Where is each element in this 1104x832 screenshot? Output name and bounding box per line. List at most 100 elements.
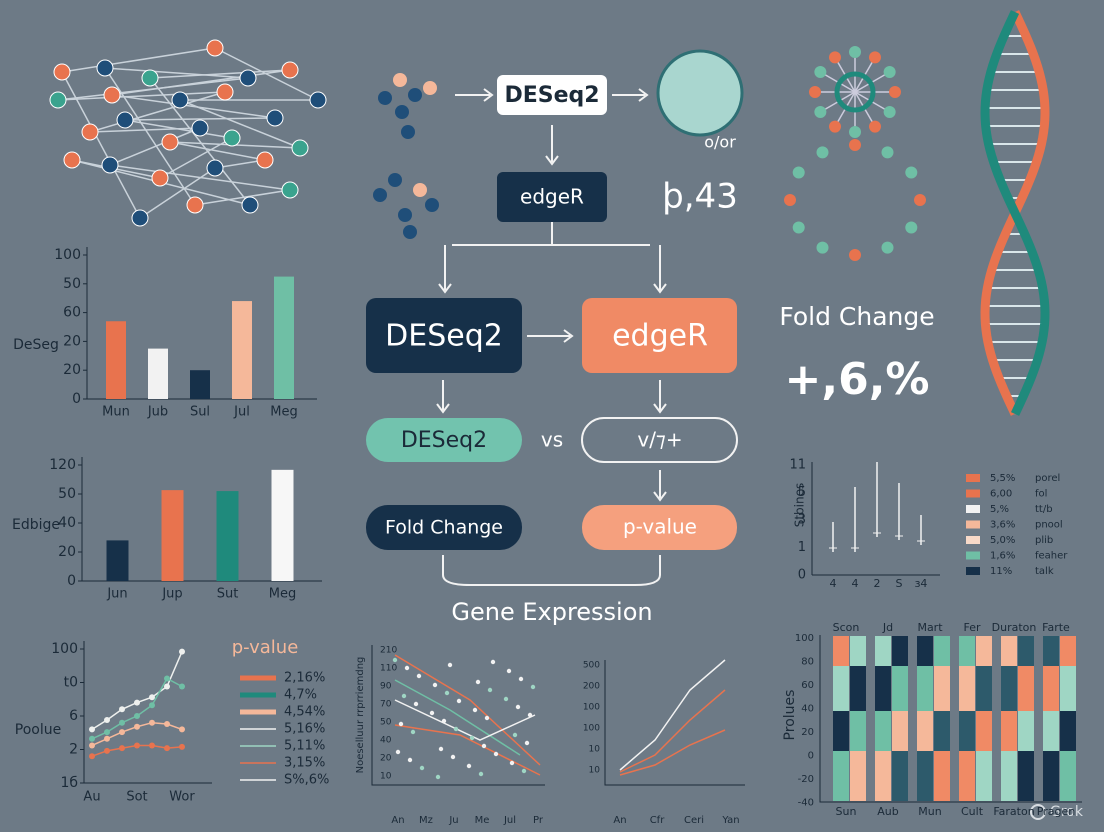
trend-line — [619, 729, 726, 776]
stack-segment — [833, 666, 849, 711]
scatter-dot — [416, 673, 422, 679]
connector-lines — [442, 94, 661, 586]
molecule-atom — [403, 225, 417, 239]
y-tick-label: 3 — [798, 513, 806, 528]
top-label: Scon — [833, 621, 860, 634]
molecule-atom — [408, 88, 422, 102]
ring-atom — [883, 106, 896, 118]
ring-atom — [869, 120, 881, 133]
y-tick-label: 20 — [380, 754, 392, 764]
legend-label: pnool — [1035, 520, 1063, 531]
legend-value: 5,0% — [990, 535, 1015, 546]
point — [149, 719, 155, 726]
point — [104, 729, 110, 736]
edger-node — [497, 172, 607, 222]
bar — [190, 370, 210, 399]
ratio-label: o/or — [704, 133, 736, 152]
legend-swatch — [966, 536, 980, 544]
y-tick-label: 20 — [63, 362, 81, 378]
legend-swatch — [966, 567, 980, 575]
x-tick-label: 4 — [852, 577, 859, 590]
point — [164, 745, 170, 752]
y-tick-label: 6 — [69, 708, 78, 724]
stack-segment — [1060, 711, 1076, 751]
fold-value: +,6,% — [785, 354, 930, 405]
fold-pill — [366, 505, 522, 550]
scatter-dot — [481, 743, 487, 749]
atom — [151, 169, 169, 187]
y-tick-label: 1 — [798, 540, 806, 555]
x-tick-label: Au — [83, 790, 100, 805]
atom — [49, 91, 67, 109]
stack-segment — [976, 636, 992, 666]
bond — [124, 117, 276, 121]
stack-segment — [1001, 711, 1017, 751]
y-tick-label: 70 — [380, 700, 392, 710]
top-label: Jd — [882, 621, 893, 634]
y-tick-label: 20 — [63, 333, 81, 349]
x-tick-label: з4 — [915, 577, 928, 590]
scatter-dot — [432, 682, 438, 688]
scatter-dot — [401, 693, 407, 699]
trend-line — [394, 679, 521, 756]
legend-swatch — [966, 505, 980, 513]
x-tick-label: Sul — [190, 405, 210, 420]
watermark-icon — [1030, 804, 1046, 820]
scatter-dot — [429, 710, 435, 716]
point — [149, 742, 155, 749]
scatter-dot — [518, 676, 524, 682]
bond — [61, 71, 141, 219]
scatter-dot — [441, 718, 447, 724]
point — [119, 719, 125, 726]
x-tick-label: Meg — [270, 405, 297, 420]
ring-atom — [814, 106, 827, 118]
stack-segment — [1043, 636, 1059, 666]
bar — [216, 491, 239, 581]
y-tick-label: 0 — [67, 573, 76, 589]
trend-line — [394, 654, 541, 766]
atom — [96, 59, 114, 77]
stack-segment — [934, 666, 950, 711]
stack-segment — [1043, 666, 1059, 711]
stack-segment — [1043, 751, 1059, 801]
top-label: Duraton — [992, 621, 1037, 634]
stack-segment — [1018, 711, 1034, 751]
x-tick-label: Cfr — [650, 815, 666, 826]
scatter-dot — [530, 684, 536, 690]
bar — [106, 321, 126, 399]
scatter-dot — [407, 757, 413, 763]
left-box-label: DESeq2 — [385, 319, 503, 354]
bond — [89, 91, 226, 133]
stack-segment — [917, 711, 933, 751]
arrowheads — [436, 88, 667, 502]
molecule-atom — [413, 183, 427, 197]
bond — [194, 189, 291, 206]
scatter-dot — [392, 657, 398, 663]
scatter-dot — [410, 729, 416, 735]
ring-atom — [883, 66, 896, 78]
x-tick-label: Jul — [503, 815, 516, 826]
stack-segment — [1043, 711, 1059, 751]
trend-line — [619, 659, 726, 771]
bond — [169, 141, 266, 161]
point — [179, 648, 185, 655]
legend-label: tt/b — [1035, 504, 1053, 515]
atom — [206, 159, 224, 177]
legend-value: 5,5% — [990, 473, 1015, 484]
globe — [656, 49, 744, 137]
stack-segment — [850, 711, 866, 751]
legend-label: S%,6% — [284, 773, 329, 788]
point — [134, 723, 140, 730]
legend-value: 1,6% — [990, 551, 1015, 562]
bond — [124, 119, 233, 139]
atom — [281, 181, 299, 199]
point — [164, 721, 170, 728]
stack-segment — [875, 636, 891, 666]
x-tick-label: Faraton — [993, 805, 1034, 818]
atom — [216, 83, 234, 101]
legend-value: 11% — [990, 566, 1012, 577]
star-atom — [792, 221, 805, 234]
y-tick-label: 40 — [380, 736, 392, 746]
y-tick-label: 100 — [51, 641, 78, 657]
top-label: Fer — [963, 621, 980, 634]
